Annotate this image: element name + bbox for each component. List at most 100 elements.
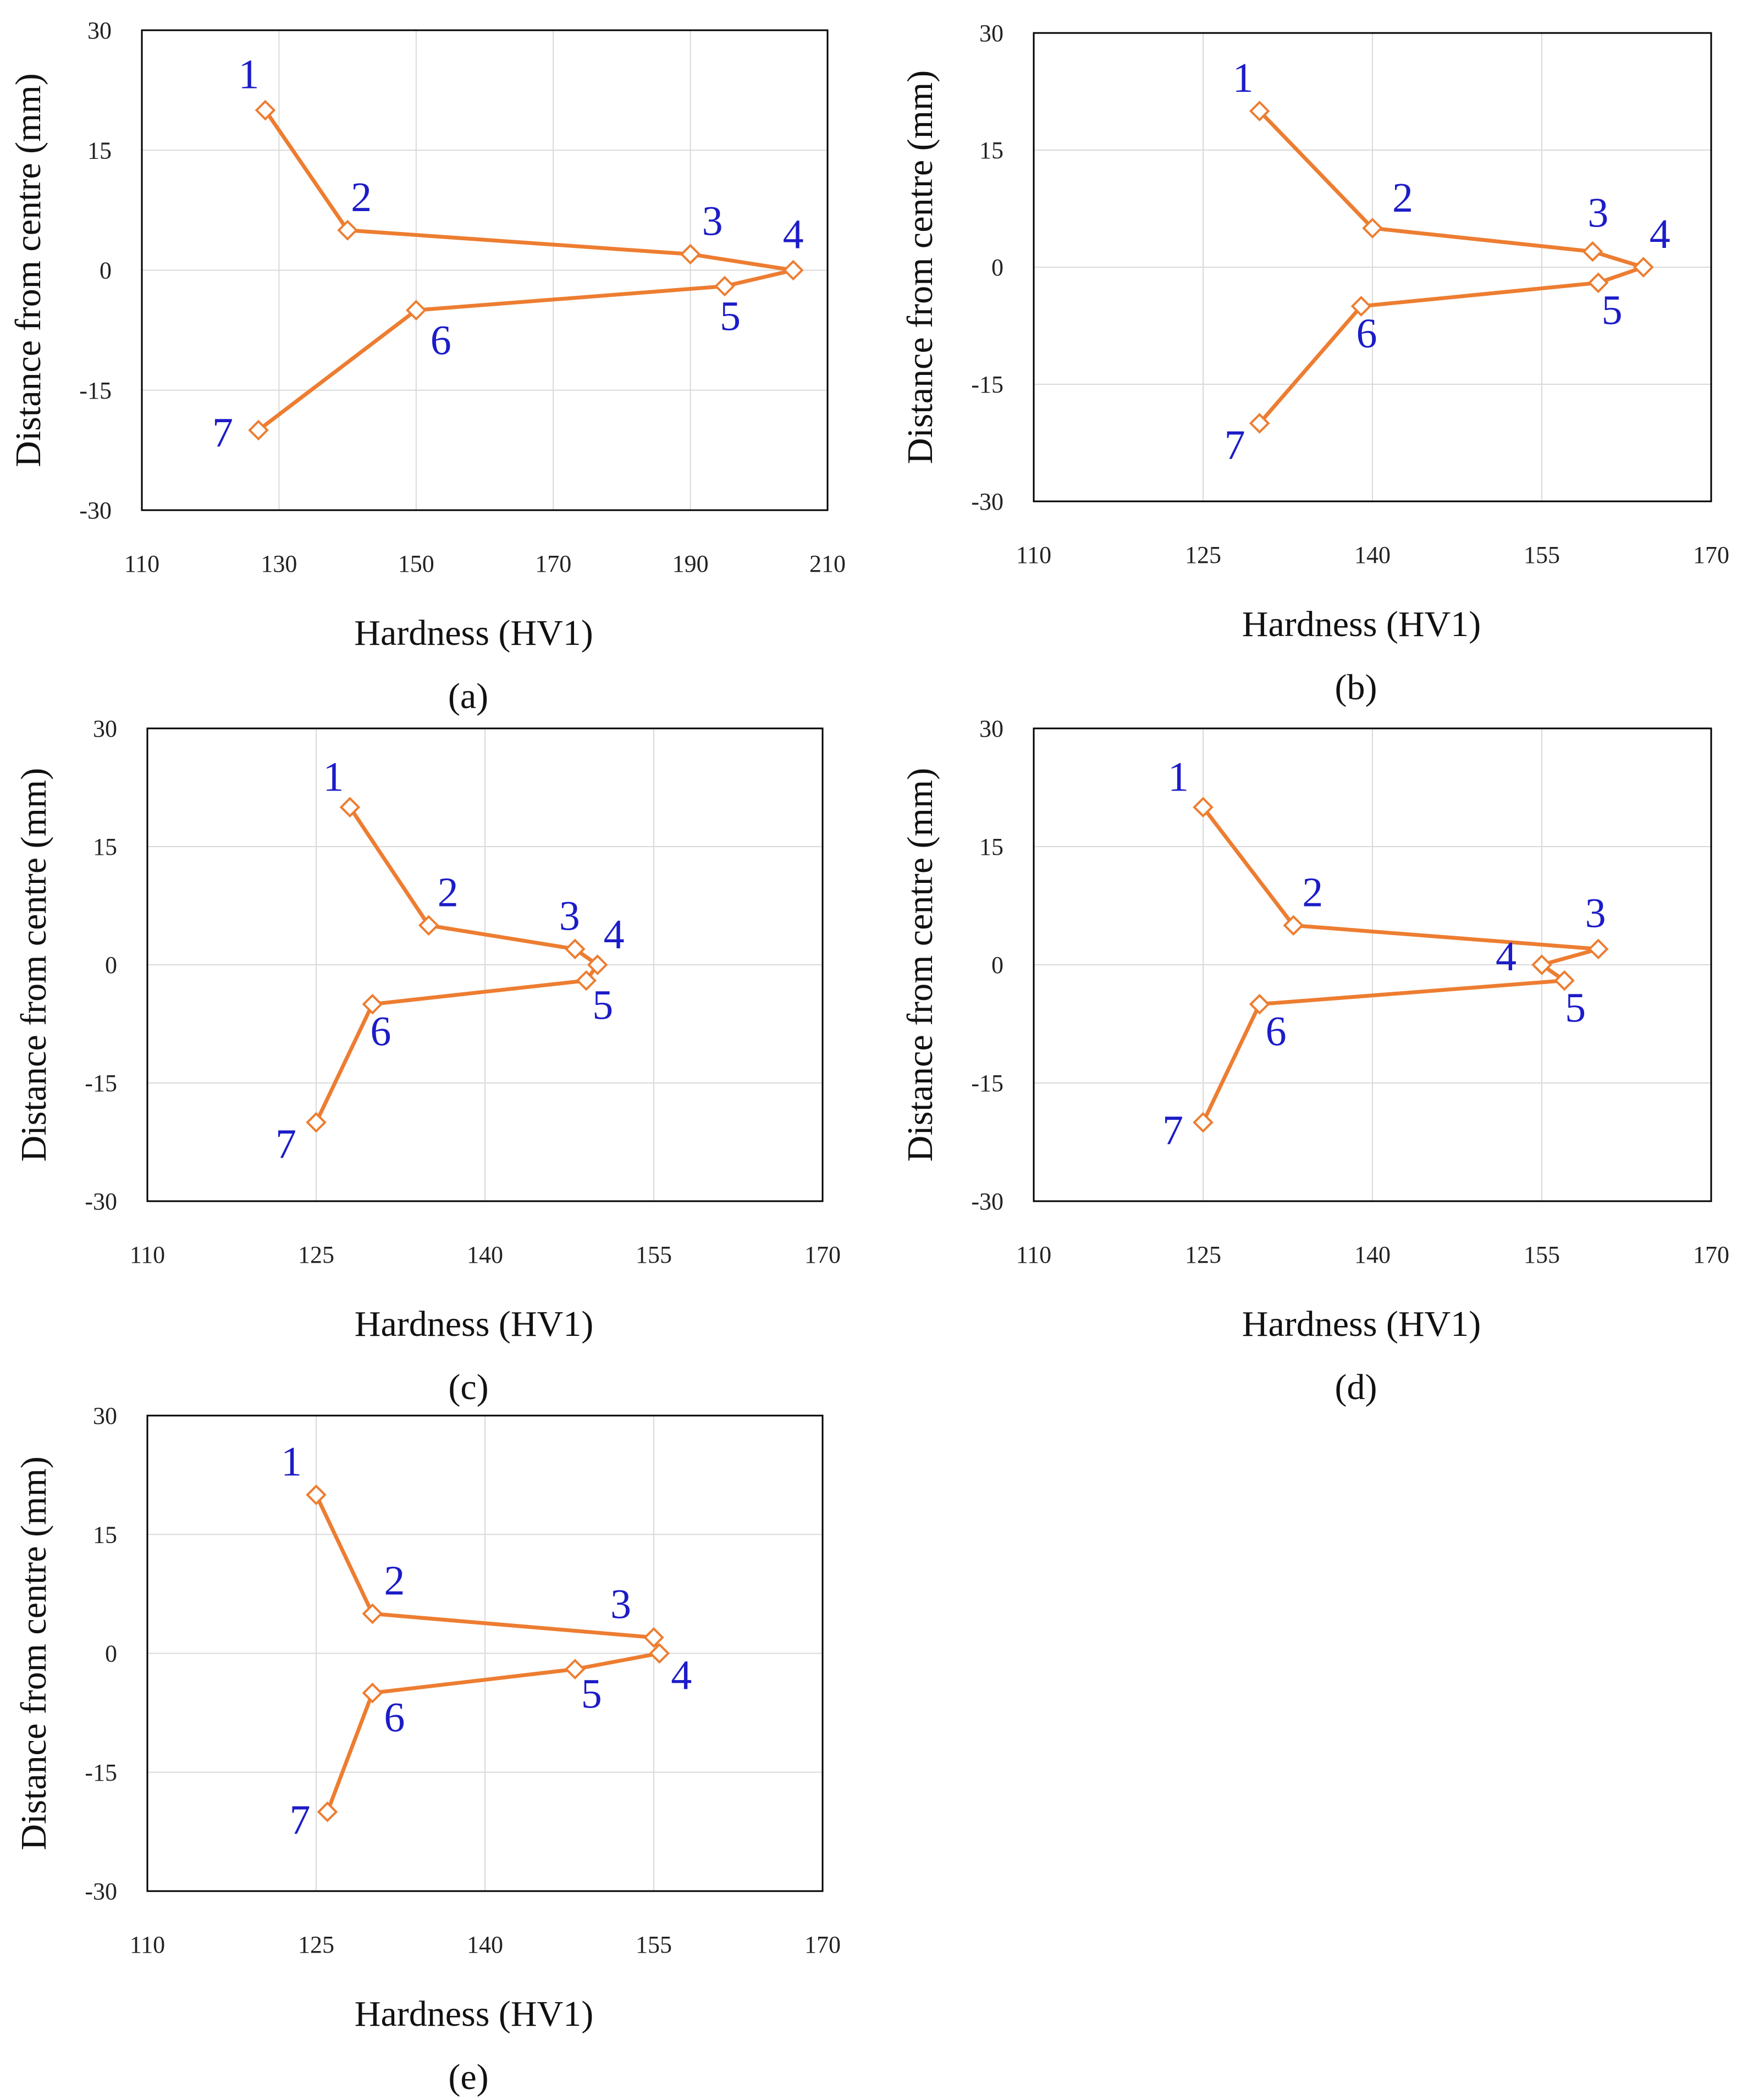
y-tick-label: -15 bbox=[79, 377, 112, 404]
y-tick-label: -15 bbox=[971, 1070, 1003, 1097]
x-tick-label: 140 bbox=[1354, 1241, 1391, 1268]
data-point bbox=[1554, 970, 1575, 991]
data-point-label: 1 bbox=[323, 754, 344, 800]
data-point-label: 5 bbox=[1602, 287, 1623, 333]
plot-frame bbox=[146, 1414, 824, 1892]
x-tick-label: 190 bbox=[672, 550, 709, 577]
data-point-label: 5 bbox=[592, 982, 613, 1029]
data-point-label: 1 bbox=[238, 52, 259, 98]
data-point-label: 4 bbox=[671, 1653, 692, 1699]
data-point-label: 7 bbox=[1162, 1108, 1183, 1154]
data-point-label: 2 bbox=[351, 174, 372, 220]
y-tick-label: 15 bbox=[93, 833, 117, 860]
data-point-label: 4 bbox=[1650, 211, 1670, 257]
data-point-label: 3 bbox=[1585, 890, 1606, 936]
panel-label: (a) bbox=[448, 676, 488, 716]
panel-label: (d) bbox=[1335, 1367, 1377, 1407]
data-point-label: 3 bbox=[702, 198, 723, 244]
x-tick-label: 170 bbox=[1693, 1241, 1729, 1268]
data-point bbox=[1582, 241, 1603, 262]
data-point bbox=[255, 100, 276, 121]
data-point-label: 2 bbox=[1392, 175, 1413, 221]
x-tick-label: 110 bbox=[1016, 1241, 1051, 1268]
plot-frame bbox=[141, 29, 829, 511]
y-tick-label: 30 bbox=[87, 17, 112, 44]
data-point bbox=[587, 954, 608, 975]
data-point-label: 5 bbox=[581, 1671, 602, 1717]
data-point-label: 7 bbox=[275, 1121, 296, 1168]
y-tick-label: 0 bbox=[105, 1640, 117, 1667]
data-point bbox=[576, 970, 597, 991]
x-tick-label: 155 bbox=[1524, 541, 1560, 568]
data-point bbox=[362, 993, 383, 1015]
data-point bbox=[362, 1603, 383, 1624]
x-axis-title: Hardness (HV1) bbox=[1242, 1304, 1481, 1344]
y-tick-label: 0 bbox=[105, 952, 117, 979]
data-point-label: 2 bbox=[384, 1557, 405, 1604]
x-tick-label: 110 bbox=[130, 1931, 165, 1958]
data-point-label: 3 bbox=[1587, 190, 1608, 236]
data-point bbox=[1633, 257, 1654, 278]
x-axis-title: Hardness (HV1) bbox=[354, 613, 593, 653]
data-point bbox=[306, 1484, 327, 1505]
y-tick-label: -30 bbox=[79, 497, 112, 524]
y-tick-label: -30 bbox=[85, 1188, 117, 1215]
x-tick-label: 110 bbox=[124, 550, 159, 577]
data-point bbox=[339, 797, 361, 818]
y-tick-label: 15 bbox=[93, 1521, 117, 1548]
data-point bbox=[1193, 797, 1214, 818]
data-point-label: 4 bbox=[783, 212, 804, 258]
panel-label: (c) bbox=[448, 1367, 488, 1407]
x-tick-label: 125 bbox=[298, 1931, 334, 1958]
data-point bbox=[564, 1659, 586, 1680]
x-tick-label: 125 bbox=[1185, 1241, 1221, 1268]
data-point-label: 1 bbox=[1168, 754, 1189, 800]
data-point bbox=[1531, 954, 1552, 975]
y-axis-title: Distance from centre (mm) bbox=[900, 768, 940, 1162]
data-point-label: 2 bbox=[1302, 869, 1323, 915]
y-tick-label: 30 bbox=[93, 1402, 117, 1429]
y-tick-label: 15 bbox=[87, 137, 112, 164]
x-tick-label: 170 bbox=[535, 550, 571, 577]
panel-label: (e) bbox=[448, 2057, 488, 2097]
data-point-label: 2 bbox=[438, 869, 459, 915]
data-point bbox=[649, 1643, 670, 1664]
y-tick-label: 30 bbox=[979, 715, 1003, 742]
data-point bbox=[1362, 218, 1383, 239]
x-tick-label: 140 bbox=[467, 1931, 503, 1958]
y-axis-title: Distance from centre (mm) bbox=[8, 73, 48, 467]
data-point bbox=[248, 419, 269, 441]
y-tick-label: -15 bbox=[85, 1070, 117, 1097]
y-axis-title: Distance from centre (mm) bbox=[900, 70, 940, 465]
y-tick-label: 0 bbox=[991, 952, 1003, 979]
x-tick-label: 170 bbox=[1693, 541, 1729, 568]
x-tick-label: 110 bbox=[1016, 541, 1051, 568]
y-tick-label: -15 bbox=[85, 1759, 117, 1786]
x-tick-label: 130 bbox=[261, 550, 297, 577]
x-tick-label: 170 bbox=[804, 1931, 841, 1958]
plot-frame bbox=[1033, 727, 1712, 1202]
x-tick-label: 140 bbox=[1354, 541, 1391, 568]
data-point bbox=[714, 275, 735, 297]
x-tick-label: 155 bbox=[636, 1931, 672, 1958]
plot-frame bbox=[1033, 32, 1712, 502]
data-point bbox=[1283, 915, 1304, 936]
data-point-label: 4 bbox=[604, 911, 625, 958]
x-tick-label: 170 bbox=[804, 1241, 841, 1268]
y-tick-label: 15 bbox=[979, 137, 1003, 164]
x-axis-title: Hardness (HV1) bbox=[355, 1304, 593, 1344]
x-tick-label: 155 bbox=[1524, 1241, 1560, 1268]
y-tick-label: 0 bbox=[991, 254, 1003, 281]
x-tick-label: 210 bbox=[809, 550, 846, 577]
data-point bbox=[306, 1112, 327, 1133]
y-tick-label: 30 bbox=[979, 20, 1003, 47]
data-point-label: 6 bbox=[384, 1695, 405, 1741]
data-point-label: 1 bbox=[1233, 55, 1254, 101]
y-tick-label: 0 bbox=[100, 257, 112, 284]
data-point-label: 5 bbox=[720, 294, 741, 340]
